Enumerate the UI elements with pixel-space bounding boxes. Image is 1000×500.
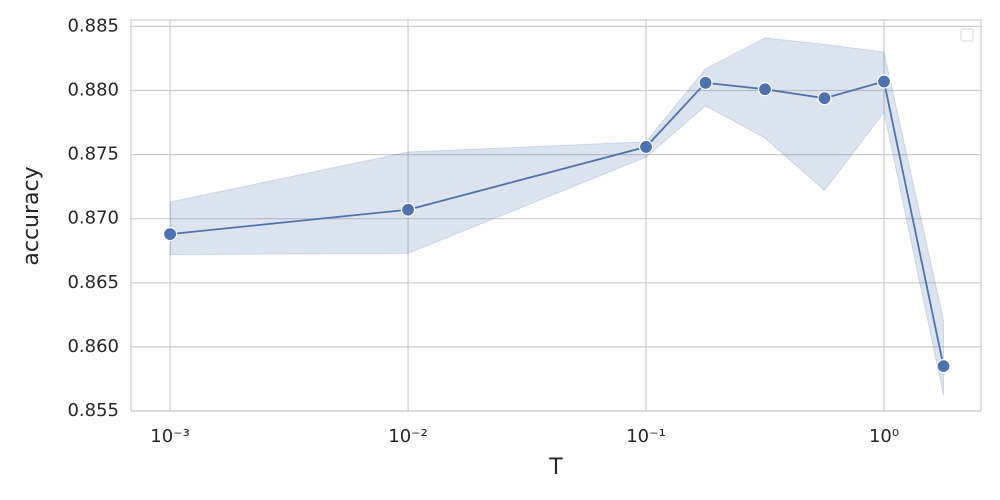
marker xyxy=(638,139,654,155)
x-tick-label: 10⁻³ xyxy=(150,426,190,447)
y-tick-label: 0.855 xyxy=(67,400,119,421)
y-tick-label: 0.865 xyxy=(67,272,119,293)
legend-box xyxy=(960,28,974,42)
confidence-band xyxy=(169,37,944,396)
y-tick-label: 0.880 xyxy=(67,80,119,101)
x-axis-label: T xyxy=(548,455,563,480)
marker xyxy=(757,82,773,97)
y-tick-label: 0.875 xyxy=(67,144,119,165)
x-tick-label: 10⁻¹ xyxy=(626,426,666,447)
marker xyxy=(698,75,713,90)
y-tick-label: 0.870 xyxy=(67,208,119,229)
marker xyxy=(163,226,178,242)
series-line xyxy=(170,80,945,367)
x-tick-label: 10⁰ xyxy=(869,426,899,447)
plot-frame xyxy=(130,19,982,412)
marker xyxy=(936,359,951,374)
marker xyxy=(876,74,892,89)
y-tick-label: 0.860 xyxy=(67,336,119,357)
y-axis-label: accuracy xyxy=(19,166,44,265)
plot xyxy=(163,37,951,396)
marker xyxy=(817,91,832,106)
y-tick-label: 0.885 xyxy=(67,15,119,36)
x-tick-label: 10⁻² xyxy=(388,426,428,447)
marker xyxy=(400,202,416,217)
